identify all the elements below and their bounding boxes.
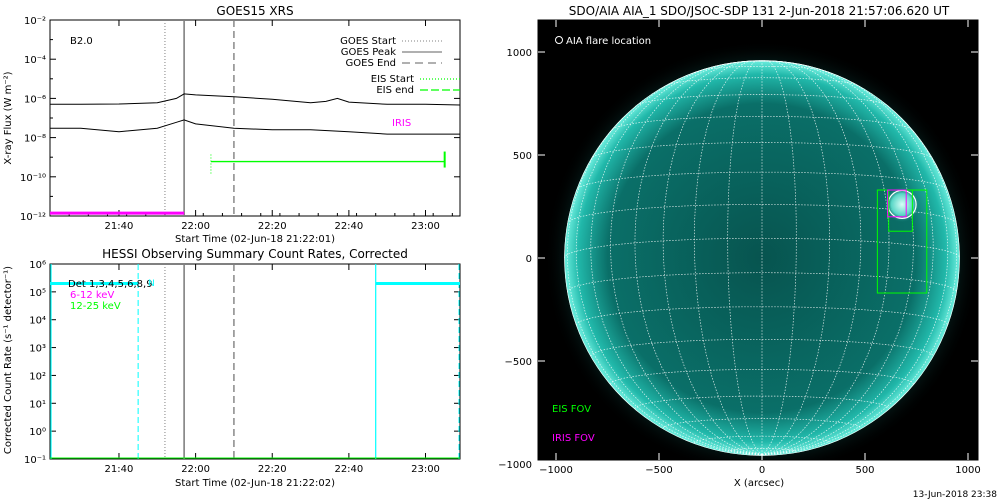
grid-parallel [662, 77, 862, 88]
aia-panel: SDO/AIA AIA_1 SDO/JSOC-SDP 131 2-Jun-201… [498, 4, 997, 500]
goes-y-tick-label: 10⁻¹² [20, 212, 46, 223]
goes-iris-label: IRIS [392, 118, 411, 129]
grid-parallel [575, 306, 949, 326]
grid-parallel [564, 237, 960, 259]
hessi-y-tick-label: 10⁶ [29, 260, 46, 271]
aia-y-tick-label: −500 [505, 357, 532, 368]
goes-class-label: B2.0 [70, 36, 93, 47]
goes-x-tick-label: 22:20 [258, 221, 287, 232]
aia-x-tick-label: 0 [759, 465, 765, 476]
aia-x-tick-label: 500 [855, 465, 874, 476]
goes-legend-label: EIS end [376, 85, 414, 96]
goes-y-tick-label: 10⁻⁴ [24, 55, 46, 66]
grid-parallel [566, 272, 958, 293]
goes-intervals [50, 151, 446, 215]
goes-y-tick-label: 10⁻¹⁰ [20, 173, 46, 184]
goes-legend-label: GOES Start [340, 36, 396, 47]
aia-y-tick-label: 0 [526, 254, 532, 265]
goes-y-tick-label: 10⁻⁸ [24, 134, 46, 145]
goes-x-tick-label: 23:00 [411, 221, 440, 232]
hessi-y-tick-label: 10⁴ [29, 316, 46, 327]
hessi-y-tick-label: 10³ [29, 344, 46, 355]
hessi-legend-12-25: 12-25 keV [70, 301, 121, 312]
aia-title: SDO/AIA AIA_1 SDO/JSOC-SDP 131 2-Jun-201… [569, 4, 950, 18]
hessi-legend-6-12: 6-12 keV [70, 290, 114, 301]
grid-parallel [575, 171, 949, 191]
goes-long-channel-line [50, 93, 461, 106]
grid-parallel [610, 369, 914, 385]
goes-legend-label: EIS Start [371, 74, 414, 85]
grid-parallel [662, 418, 862, 429]
goes-panel: GOES15 XRS 10⁻¹² 10⁻¹⁰ 10⁻⁸ 10⁻⁶ 10⁻⁴ 10⁻² 21… [3, 4, 461, 245]
aia-xlabel: X (arcsec) [734, 478, 784, 489]
goes-x-tick-label: 22:40 [334, 221, 363, 232]
hessi-y-tick-label: 10⁵ [29, 288, 46, 299]
aia-footer-date: 13-Jun-2018 23:38 [913, 490, 997, 500]
legend-circle-icon [555, 36, 563, 44]
goes-title: GOES15 XRS [216, 4, 293, 18]
aia-legend-flare: AIA flare location [566, 36, 651, 47]
sun-disk [564, 60, 960, 456]
grid-meridian [727, 60, 763, 456]
aia-y-tick-label: 1000 [507, 48, 532, 59]
grid-meridian [590, 60, 763, 456]
grid-meridian [761, 60, 862, 456]
aia-x-tick-label: −1000 [539, 465, 573, 476]
grid-meridian [761, 60, 914, 456]
aia-y-tick-label: 500 [513, 151, 532, 162]
goes-short-channel-line [50, 119, 460, 135]
goes-legend-label: GOES Peak [341, 47, 396, 58]
goes-legend-label: GOES End [346, 58, 396, 69]
grid-parallel [610, 116, 914, 132]
hessi-y-tick-label: 10⁰ [29, 427, 46, 438]
hessi-time-markers [50, 264, 460, 459]
hessi-x-tick-label: 23:00 [411, 464, 440, 475]
goes-x-tick-label: 22:00 [181, 221, 210, 232]
aia-x-tick-label: 1000 [955, 465, 980, 476]
hessi-y-ticks: 10⁻¹ 10⁰ 10¹ 10² 10³ 10⁴ 10⁵ 10⁶ [24, 260, 460, 466]
goes-series [50, 93, 461, 135]
aia-y-ticks: 1000 500 0 −500 −1000 [498, 48, 978, 471]
goes-time-markers [164, 20, 235, 216]
hessi-xlabel: Start Time (02-Jun-18 21:22:02) [175, 478, 335, 489]
hessi-ylabel: Corrected Count Rate (s⁻¹ detector⁻¹) [3, 266, 14, 454]
hessi-y-tick-label: 10⁻¹ [24, 455, 46, 466]
flare-brightening [884, 186, 921, 223]
hessi-x-ticks: 21:40 22:00 22:20 22:40 23:00 [105, 264, 440, 475]
hessi-legend-det: Det 1,3,4,5,6,8,9 [68, 279, 153, 290]
hessi-x-tick-label: 22:00 [181, 464, 210, 475]
goes-x-tick-label: 21:40 [105, 221, 134, 232]
iris-fov-box [887, 189, 907, 218]
aia-iris-fov-label: IRIS FOV [552, 433, 595, 444]
goes-y-tick-label: 10⁻² [24, 16, 46, 27]
goes-y-tick-label: 10⁻⁶ [24, 94, 46, 105]
hessi-frame [49, 263, 461, 460]
hessi-title: HESSI Observing Summary Count Rates, Cor… [102, 247, 408, 261]
goes-ylabel: X-ray Flux (W m⁻²) [3, 71, 14, 164]
hessi-y-tick-label: 10² [29, 371, 46, 382]
grid-meridian [761, 60, 830, 456]
goes-xlabel: Start Time (02-Jun-18 21:22:01) [175, 234, 335, 245]
grid-parallel [634, 94, 890, 108]
grid-parallel [634, 395, 890, 409]
grid-parallel [694, 435, 830, 443]
hessi-panel: HESSI Observing Summary Count Rates, Cor… [3, 247, 461, 489]
aia-x-ticks: −1000 −500 0 500 1000 [539, 20, 981, 476]
goes-y-ticks: 10⁻¹² 10⁻¹⁰ 10⁻⁸ 10⁻⁶ 10⁻⁴ 10⁻² [20, 16, 460, 223]
hessi-x-tick-label: 21:40 [105, 464, 134, 475]
grid-meridian [761, 60, 890, 456]
grid-parallel [590, 338, 934, 357]
hessi-x-tick-label: 22:20 [258, 464, 287, 475]
hessi-x-tick-label: 22:40 [334, 464, 363, 475]
grid-parallel [566, 204, 958, 224]
hessi-y-tick-label: 10¹ [29, 399, 46, 410]
hessi-night-marker: N [148, 279, 155, 289]
grid-parallel [590, 142, 934, 160]
aia-eis-fov-label: EIS FOV [552, 404, 591, 415]
aia-x-tick-label: −500 [645, 465, 672, 476]
heliographic-grid [564, 60, 960, 456]
aia-y-tick-label: −1000 [498, 460, 532, 471]
aia-frame [537, 19, 979, 461]
